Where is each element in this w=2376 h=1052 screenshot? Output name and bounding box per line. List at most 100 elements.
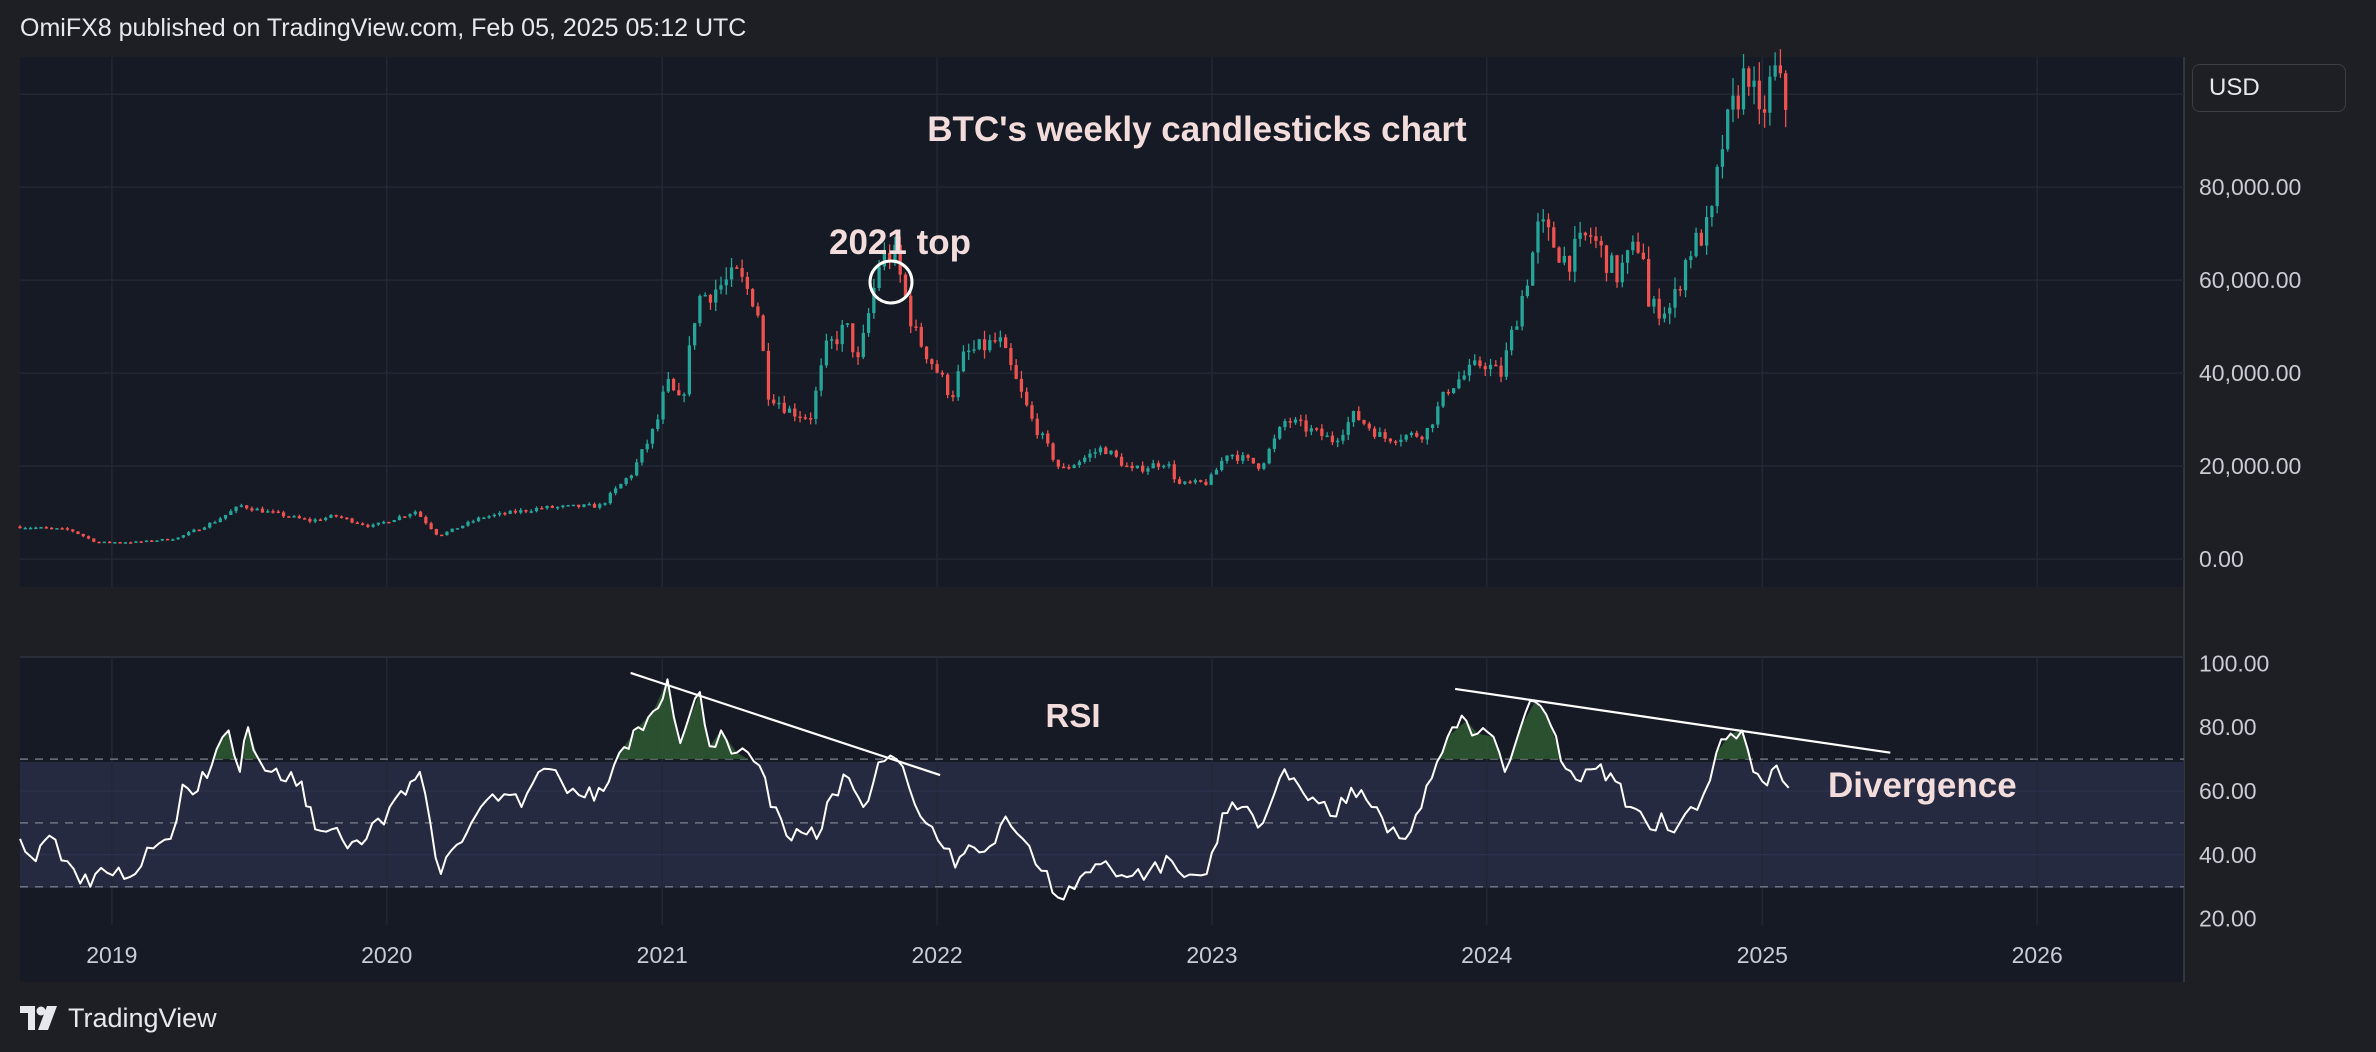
candle: [92, 538, 96, 543]
candle: [1531, 251, 1535, 286]
x-tick-label: 2022: [912, 942, 963, 968]
candle: [940, 370, 945, 378]
currency-button[interactable]: USD: [2192, 64, 2346, 112]
candle: [1430, 423, 1435, 433]
candle: [919, 322, 923, 348]
price-tick-label: 20,000.00: [2199, 453, 2301, 479]
x-tick-label: 2026: [2012, 942, 2063, 968]
candle: [1256, 463, 1261, 471]
candle: [861, 324, 865, 360]
tradingview-logo[interactable]: TradingView: [20, 998, 217, 1038]
x-tick-label: 2019: [86, 942, 137, 968]
candle: [260, 506, 265, 513]
candle: [661, 385, 665, 425]
candle: [34, 526, 38, 530]
candle: [888, 244, 892, 270]
candle: [239, 503, 244, 508]
candle: [777, 396, 781, 409]
x-tick-label: 2021: [637, 942, 688, 968]
candle: [49, 527, 54, 530]
candle: [845, 322, 850, 328]
candle: [276, 509, 280, 514]
candle: [703, 292, 707, 297]
candle: [1441, 391, 1445, 409]
candle: [1177, 476, 1182, 485]
candle: [1631, 235, 1635, 255]
candle: [1336, 437, 1340, 448]
candle: [155, 540, 159, 542]
rsi-tick-label: 100.00: [2199, 650, 2269, 676]
price-tick-label: 80,000.00: [2199, 174, 2301, 200]
candle: [192, 528, 196, 533]
brand-name: TradingView: [68, 1002, 217, 1033]
candle: [682, 392, 686, 403]
candle: [97, 541, 101, 544]
publisher-line: OmiFX8 published on TradingView.com, Feb…: [20, 14, 747, 42]
candle: [1652, 295, 1656, 314]
rsi-band: [20, 762, 2184, 888]
candle: [1320, 424, 1324, 441]
candle: [1647, 246, 1651, 307]
candle: [1641, 243, 1646, 261]
rsi-tick-label: 20.00: [2199, 906, 2257, 932]
candle: [1056, 459, 1060, 470]
candle: [245, 504, 249, 510]
candle: [1162, 464, 1166, 469]
candle: [450, 528, 454, 533]
candle: [144, 540, 149, 543]
candle: [281, 510, 286, 519]
candle: [872, 278, 876, 319]
candle: [824, 333, 829, 368]
candle: [18, 525, 22, 529]
candle: [608, 491, 612, 505]
candle: [1536, 212, 1540, 264]
candle: [297, 514, 301, 519]
candle: [882, 242, 887, 271]
candle: [1625, 249, 1630, 274]
candle: [930, 358, 934, 370]
candle: [302, 517, 307, 520]
candle: [1051, 442, 1055, 462]
candle: [118, 541, 122, 544]
candle: [1372, 426, 1377, 440]
candle: [645, 439, 649, 453]
candle: [977, 338, 981, 351]
candle: [1125, 462, 1129, 468]
candle: [1583, 231, 1588, 241]
divergence-trendline: [630, 671, 941, 777]
candle: [455, 528, 460, 530]
candle: [471, 519, 475, 524]
x-tick-label: 2024: [1461, 942, 1512, 968]
candle: [1299, 414, 1303, 427]
price-chart-title: BTC's weekly candlesticks chart: [927, 110, 1467, 149]
candle: [961, 345, 966, 373]
candle: [403, 516, 407, 518]
candle: [1662, 306, 1667, 323]
candle: [1451, 387, 1456, 395]
candle: [213, 520, 217, 524]
rsi-line: [19, 678, 1790, 901]
candle: [1351, 410, 1356, 427]
candle: [492, 513, 496, 518]
candle: [1014, 359, 1018, 380]
price-tick-label: 0.00: [2199, 546, 2244, 572]
candle: [1204, 478, 1208, 486]
candle: [1251, 457, 1255, 464]
rsi-overbought-fill: [1509, 701, 1563, 760]
candle: [482, 516, 486, 520]
candle: [1035, 413, 1039, 439]
x-tick-label: 2020: [361, 942, 412, 968]
candle: [382, 520, 386, 525]
candle: [476, 516, 481, 523]
candle: [1241, 452, 1245, 464]
candle: [1040, 431, 1045, 440]
candle: [1741, 54, 1746, 115]
candle: [1573, 226, 1577, 283]
candle: [1567, 255, 1572, 281]
candle: [187, 531, 191, 537]
candle: [202, 526, 207, 531]
candle: [392, 519, 396, 523]
candle: [1683, 258, 1688, 298]
candle: [445, 531, 449, 536]
candle: [1109, 450, 1113, 456]
